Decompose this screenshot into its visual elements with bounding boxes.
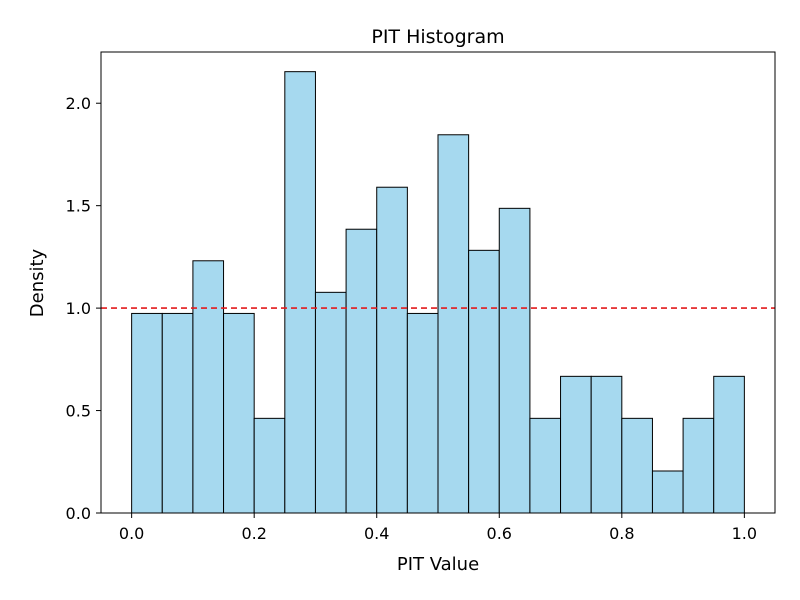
- x-tick-label: 1.0: [732, 524, 757, 543]
- histogram-bar: [651, 470, 684, 514]
- histogram-bar: [498, 207, 531, 514]
- histogram-bar: [253, 417, 286, 514]
- histogram-bar: [682, 417, 715, 514]
- x-tick-label: 0.2: [241, 524, 266, 543]
- x-tick-label: 0.4: [364, 524, 389, 543]
- x-tick-label: 0.0: [119, 524, 144, 543]
- histogram-bar: [223, 312, 255, 514]
- x-tick-label: 0.8: [609, 524, 634, 543]
- y-tick-label: 2.0: [66, 94, 91, 113]
- histogram-bar: [131, 312, 163, 514]
- histogram-bar: [621, 417, 653, 514]
- histogram-bar: [376, 186, 408, 514]
- histogram-bar: [437, 134, 470, 514]
- bars-group: [131, 71, 745, 514]
- histogram-bar: [161, 312, 194, 514]
- y-tick-label: 0.0: [66, 504, 91, 523]
- histogram-bar: [406, 312, 439, 514]
- y-tick-label: 1.5: [66, 197, 91, 216]
- histogram-bar: [192, 260, 225, 514]
- x-axis-title: PIT Value: [397, 554, 479, 575]
- x-tick-label: 0.6: [487, 524, 512, 543]
- histogram-bar: [468, 249, 500, 514]
- y-axis-ticks: 0.0 0.5 1.0 1.5 2.0: [66, 94, 101, 523]
- histogram-bar: [345, 228, 378, 514]
- histogram-bar: [590, 375, 623, 514]
- histogram-bar: [314, 291, 347, 514]
- histogram-bar: [713, 375, 745, 514]
- x-axis-ticks: 0.0 0.2 0.4 0.6 0.8 1.0: [119, 513, 757, 543]
- histogram-bar: [560, 375, 592, 514]
- plot-frame: [100, 51, 776, 514]
- y-tick-label: 1.0: [66, 299, 91, 318]
- histogram-bar: [284, 71, 316, 514]
- y-tick-label: 0.5: [66, 402, 91, 421]
- chart-title: PIT Histogram: [371, 26, 504, 48]
- histogram-bar: [529, 417, 562, 514]
- y-axis-title: Density: [27, 248, 48, 317]
